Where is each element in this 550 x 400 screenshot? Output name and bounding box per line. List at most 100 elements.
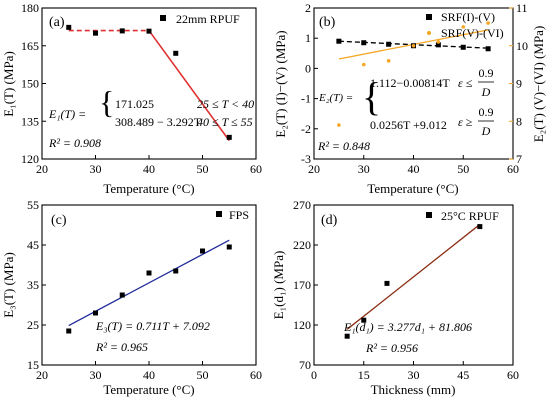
legend-label: SRF(I)-(V) [441, 10, 495, 24]
legend-label: 22mm RPUF [176, 12, 240, 26]
equation-case-2: 0.0256T +9.012 [370, 118, 447, 132]
y-axis-title-left: E₂(T) (I)−(V) (MPa) [273, 30, 288, 137]
r-squared: R² = 0.965 [95, 340, 148, 354]
panel-label: (a) [49, 15, 65, 30]
data-point [435, 42, 441, 48]
data-point [386, 59, 391, 63]
data-point [173, 50, 179, 56]
legend-marker [160, 15, 166, 21]
y-right-tick-label: 10 [516, 39, 528, 53]
x-tick-label: 60 [250, 162, 262, 176]
data-point [146, 28, 152, 34]
y-axis-title: E₁(d₁) (MPa) [271, 251, 286, 320]
legend-marker [216, 211, 222, 217]
data-point [344, 333, 350, 339]
y-tick-label: -1 [301, 92, 311, 106]
x-axis-title: Temperature (°C) [367, 181, 458, 196]
legend-marker [426, 14, 432, 20]
data-point [66, 328, 72, 334]
y-tick-label: 35 [27, 278, 39, 292]
equation-lhs: E₁(T) = [48, 107, 86, 121]
x-tick-label: 50 [197, 368, 209, 382]
x-axis-title: Temperature (°C) [103, 181, 194, 196]
data-point [336, 38, 342, 44]
y-right-tick-label: 8 [516, 114, 522, 128]
y-axis-title-right: E₂(T) (V)−(VI) (MPa) [531, 26, 546, 143]
legend-label: SRF(V)-(VI) [441, 26, 504, 40]
fit-line [68, 239, 230, 327]
x-tick-label: 40 [408, 162, 420, 176]
plot-frame [41, 204, 257, 366]
x-tick-label: 20 [36, 368, 48, 382]
y-tick-label: 70 [299, 358, 311, 372]
y-tick-label: 45 [27, 238, 39, 252]
fraction-numerator: 0.9 [479, 66, 494, 80]
x-tick-label: 60 [507, 368, 519, 382]
equation-condition-2: ε ≥ [458, 115, 473, 129]
fraction-denominator: D [481, 85, 491, 99]
y-tick-label: 120 [21, 152, 39, 166]
data-point [361, 40, 367, 46]
data-point [477, 224, 483, 230]
y-tick-label: 165 [21, 39, 39, 53]
data-point [386, 41, 392, 47]
equation-brace: { [362, 74, 381, 119]
panel-label: (d) [321, 213, 338, 228]
panel-d: (d) 0 15 30 45 60 70 120 170 220 270 25°C RPUF E₁… [271, 198, 519, 397]
data-point [361, 317, 367, 323]
fraction-numerator: 0.9 [479, 105, 494, 119]
y-right-tick-label: 9 [516, 77, 522, 91]
panel-label: (c) [51, 213, 67, 228]
y-tick-label: 120 [293, 318, 311, 332]
equation-case-1: 1.112−0.00814T [370, 76, 450, 90]
y-tick-label: 170 [293, 278, 311, 292]
x-tick-label: 50 [457, 162, 469, 176]
panel-b: (b) 20 30 40 50 60 -3 -2 -1 0 1 2 7 8 9 10 11 SRF(I)-(V… [273, 1, 546, 196]
equation-condition-1: ε ≤ [458, 76, 473, 90]
equation: E₁(d₁) = 3.277d₁ + 81.806 [343, 320, 472, 334]
x-tick-label: 15 [358, 368, 370, 382]
data-point [486, 21, 490, 25]
panel-c: (c) 20 30 40 50 60 15 25 35 45 55 FPS E₃(T) = 0.7… [1, 198, 262, 397]
data-point [337, 123, 341, 127]
y-tick-label: 2 [305, 1, 311, 15]
y-tick-label: 270 [293, 198, 311, 212]
x-tick-label: 30 [90, 162, 102, 176]
y-tick-label: 150 [21, 77, 39, 91]
x-axis-title: Thickness (mm) [371, 382, 456, 397]
equation-lhs: E₂(T) = [318, 92, 353, 104]
fit-line-segment [148, 30, 230, 142]
data-point [411, 43, 416, 48]
equation-condition-1: 25 ≤ T < 40 [197, 97, 254, 111]
legend-marker [427, 31, 431, 35]
equation-case-2: 308.489 − 3.292T [115, 115, 202, 129]
x-tick-label: 30 [358, 162, 370, 176]
data-point [119, 28, 125, 34]
data-point [146, 270, 152, 276]
data-point [485, 46, 491, 52]
panel-label: (b) [319, 15, 336, 30]
y-tick-label: 25 [27, 318, 39, 332]
x-tick-label: 20 [308, 162, 320, 176]
y-tick-label: -2 [301, 122, 311, 136]
y-right-tick-label: 7 [516, 152, 522, 166]
data-point [226, 134, 232, 140]
x-tick-label: 60 [250, 368, 262, 382]
y-tick-label: 55 [27, 198, 39, 212]
data-point [436, 40, 441, 44]
data-point [361, 62, 366, 67]
legend-label: 25°C RPUF [441, 209, 499, 223]
r-squared: R² = 0.956 [365, 341, 418, 355]
data-point [200, 248, 205, 254]
data-point [93, 30, 98, 36]
y-tick-label: 180 [21, 1, 39, 15]
x-axis-title: Temperature (°C) [103, 382, 194, 397]
equation-case-1: 171.025 [115, 97, 154, 111]
x-tick-label: 30 [408, 368, 420, 382]
x-tick-label: 60 [507, 162, 519, 176]
x-tick-label: 40 [143, 162, 155, 176]
fraction-denominator: D [481, 124, 491, 138]
data-point [66, 24, 72, 30]
